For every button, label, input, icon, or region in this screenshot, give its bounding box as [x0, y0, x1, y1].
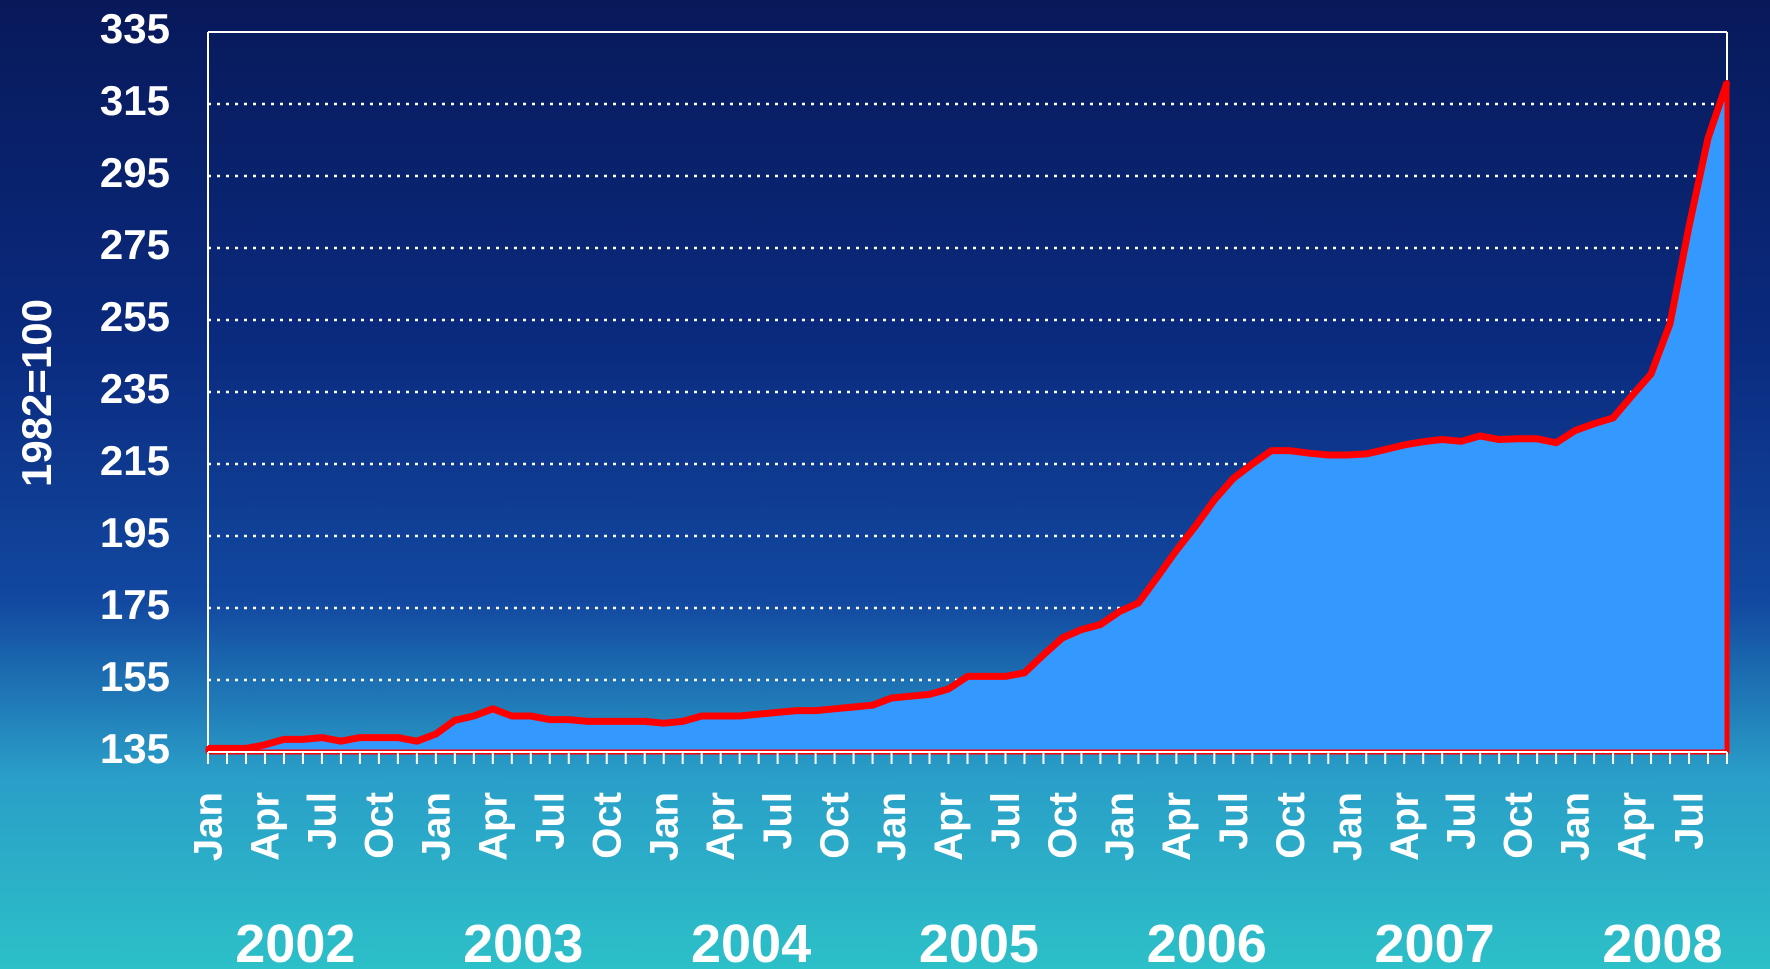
x-tick-label: Apr	[471, 792, 515, 861]
y-tick-label: 195	[100, 509, 170, 556]
x-tick-label: Apr	[244, 792, 288, 861]
year-label: 2007	[1375, 914, 1495, 969]
y-tick-label: 155	[100, 653, 170, 700]
area	[205, 79, 1730, 755]
x-tick-label: Apr	[1155, 792, 1199, 861]
y-tick-label: 315	[100, 77, 170, 124]
x-tick-label: Oct	[357, 792, 401, 859]
x-tick-label: Jul	[756, 792, 800, 850]
year-label: 2005	[919, 914, 1039, 969]
y-tick-label: 255	[100, 293, 170, 340]
x-tick-label: Jan	[1326, 792, 1370, 861]
x-tick-label: Jul	[528, 792, 572, 850]
line	[208, 81, 1731, 752]
x-tick-label: Oct	[585, 792, 629, 859]
x-tick-label: Jul	[300, 792, 344, 850]
x-tick-label: Jan	[187, 792, 231, 861]
year-label: 2002	[235, 914, 355, 969]
y-tick-label: 335	[100, 5, 170, 52]
year-label: 2006	[1147, 914, 1267, 969]
y-axis-title: 1982=100	[13, 299, 60, 487]
x-tick-label: Jul	[1668, 792, 1712, 850]
x-tick-label: Jan	[870, 792, 914, 861]
y-tick-label: 295	[100, 149, 170, 196]
x-tick-label: Jan	[1098, 792, 1142, 861]
x-tick-label: Oct	[1269, 792, 1313, 859]
x-tick-label: Oct	[1041, 792, 1085, 859]
y-tick-label: 235	[100, 365, 170, 412]
year-label: 2004	[691, 914, 811, 969]
x-tick-label: Oct	[1497, 792, 1541, 859]
x-tick-label: Apr	[1383, 792, 1427, 861]
y-tick-label: 215	[100, 437, 170, 484]
x-tick-label: Jan	[414, 792, 458, 861]
y-tick-label: 175	[100, 581, 170, 628]
x-tick-label: Jan	[1554, 792, 1598, 861]
x-tick-label: Oct	[813, 792, 857, 859]
y-tick-label: 135	[100, 725, 170, 772]
x-tick-label: Jul	[1440, 792, 1484, 850]
year-label: 2003	[463, 914, 583, 969]
x-tick-label: Apr	[927, 792, 971, 861]
year-label: 2008	[1602, 914, 1722, 969]
x-tick-label: Apr	[1611, 792, 1655, 861]
x-tick-label: Jul	[984, 792, 1028, 850]
y-tick-label: 275	[100, 221, 170, 268]
x-tick-label: Jul	[1212, 792, 1256, 850]
x-tick-label: Jan	[642, 792, 686, 861]
x-tick-label: Apr	[699, 792, 743, 861]
